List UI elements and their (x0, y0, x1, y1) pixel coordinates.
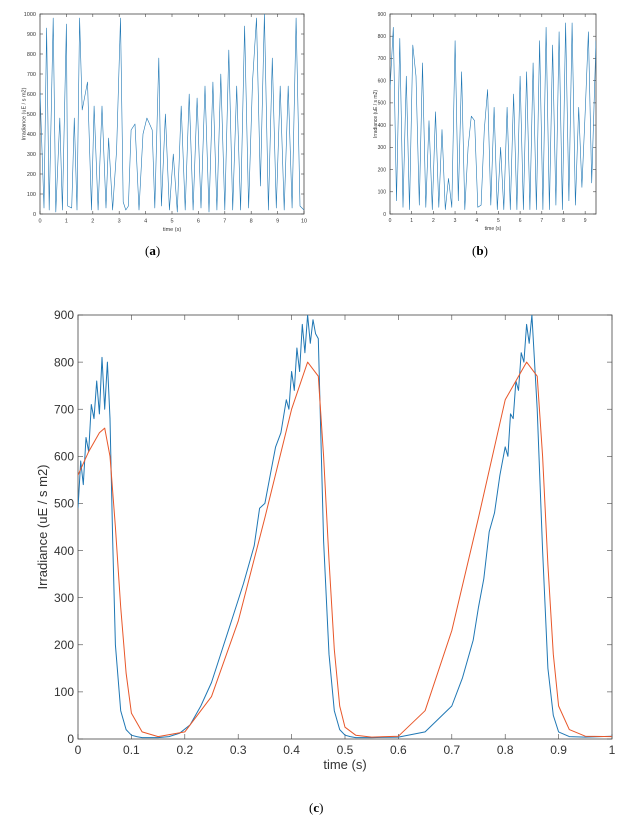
y-tick-label: 0 (383, 212, 386, 218)
y-tick-label: 300 (27, 152, 36, 158)
x-tick-label: 4 (144, 219, 147, 225)
x-tick-label: 0.5 (337, 743, 354, 757)
y-tick-label: 100 (54, 685, 74, 699)
x-tick-label: 0.2 (176, 743, 193, 757)
chart-c: 0 100 200 300 400 500 600 700 800 900 0 0.1 0.2 0.3 0.… (35, 308, 616, 772)
y-tick-label: 1000 (24, 12, 36, 18)
y-tick-label: 400 (54, 544, 74, 558)
series-line-1 (78, 315, 612, 739)
x-axis-label: time (s) (323, 757, 366, 772)
series-line-1 (40, 14, 304, 213)
y-tick-label: 200 (378, 167, 387, 173)
x-tick-label: 7 (540, 218, 543, 224)
x-tick-label: 0.9 (550, 743, 567, 757)
x-tick-label: 0 (75, 743, 82, 757)
x-tick-label: 5 (497, 218, 500, 224)
panel-label-c: (c) (309, 800, 324, 815)
chart-b: 0 100 200 300 400 500 600 700 800 900 0 1 2 3 4 5 6 7 8 9 ti… (373, 12, 597, 232)
x-tick-label: 0 (38, 219, 41, 225)
y-tick-label: 900 (378, 12, 387, 18)
y-tick-label: 800 (378, 34, 387, 40)
x-axis-label: time (s) (485, 226, 502, 232)
series-line-1 (390, 22, 596, 210)
x-tick-label: 5 (170, 219, 173, 225)
x-tick-label: 9 (584, 218, 587, 224)
y-tick-label: 400 (27, 132, 36, 138)
panel-label-b: (b) (472, 243, 488, 258)
y-tick-label: 300 (378, 145, 387, 151)
x-tick-label: 0.1 (123, 743, 140, 757)
x-tick-label: 0.8 (497, 743, 514, 757)
chart-a: 0 100 200 300 400 500 600 700 800 900 1000 0 1 2 3 4 5 6 7… (22, 12, 307, 233)
x-tick-label: 9 (276, 219, 279, 225)
y-tick-label: 400 (378, 123, 387, 129)
y-tick-label: 500 (27, 112, 36, 118)
y-tick-label: 200 (54, 638, 74, 652)
x-tick-label: 1 (609, 743, 616, 757)
x-tick-label: 0.7 (443, 743, 460, 757)
plot-area (39, 13, 305, 215)
x-tick-label: 3 (118, 219, 121, 225)
series-line-2 (78, 361, 612, 738)
y-tick-label: 500 (54, 497, 74, 511)
y-tick-label: 100 (378, 190, 387, 196)
y-tick-label: 700 (378, 56, 387, 62)
y-axis-label: Irradiance (uE / s m2) (373, 90, 379, 138)
y-axis-label: Irradiance (uE / s m2) (35, 465, 50, 590)
y-tick-label: 800 (27, 52, 36, 58)
y-tick-label: 600 (27, 92, 36, 98)
y-tick-label: 700 (27, 72, 36, 78)
y-tick-label: 700 (54, 402, 74, 416)
x-tick-label: 7 (223, 219, 226, 225)
x-tick-label: 2 (432, 218, 435, 224)
x-tick-label: 8 (250, 219, 253, 225)
plot-area (77, 314, 613, 740)
y-tick-label: 0 (67, 732, 74, 746)
y-tick-label: 900 (27, 32, 36, 38)
x-tick-label: 0.4 (283, 743, 300, 757)
x-tick-label: 1 (65, 219, 68, 225)
y-tick-label: 100 (27, 192, 36, 198)
x-tick-label: 0.3 (230, 743, 247, 757)
panel-label-a: (a) (145, 243, 161, 258)
x-axis-label: time (s) (163, 227, 182, 233)
x-tick-label: 1 (410, 218, 413, 224)
x-tick-label: 8 (562, 218, 565, 224)
x-tick-label: 6 (519, 218, 522, 224)
x-tick-label: 2 (91, 219, 94, 225)
x-tick-label: 3 (454, 218, 457, 224)
y-tick-label: 200 (27, 172, 36, 178)
x-tick-label: 0.6 (390, 743, 407, 757)
y-tick-label: 600 (378, 78, 387, 84)
x-tick-label: 6 (197, 219, 200, 225)
x-tick-label: 0 (389, 218, 392, 224)
x-tick-label: 10 (301, 219, 307, 225)
x-tick-label: 4 (475, 218, 478, 224)
y-tick-label: 500 (378, 101, 387, 107)
y-tick-label: 300 (54, 591, 74, 605)
y-axis-label: Irradiance (uE / s m2) (22, 87, 28, 140)
y-tick-label: 900 (54, 308, 74, 322)
y-tick-label: 0 (33, 212, 36, 218)
y-tick-label: 800 (54, 355, 74, 369)
y-tick-label: 600 (54, 450, 74, 464)
